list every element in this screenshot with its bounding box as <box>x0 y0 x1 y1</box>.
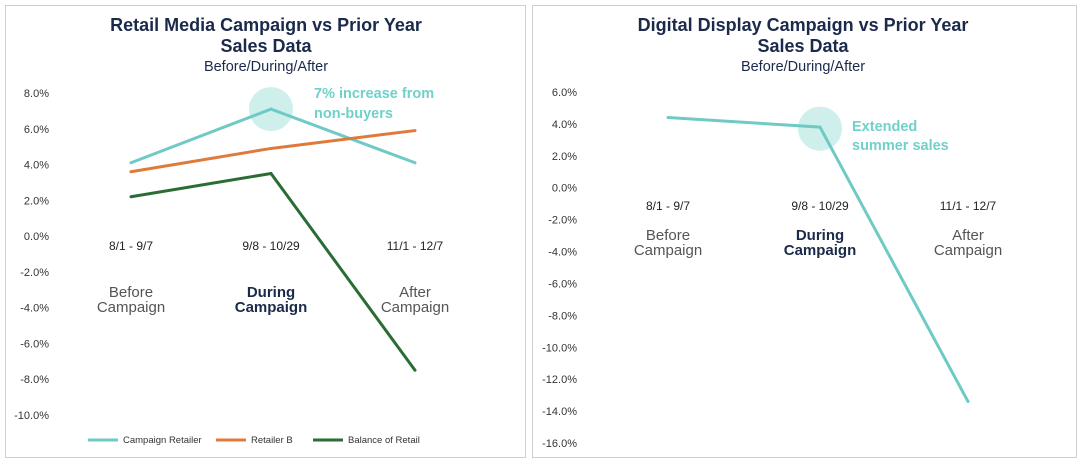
y-tick-label: -16.0% <box>542 438 577 450</box>
y-tick-label: 6.0% <box>24 124 49 136</box>
y-tick-label: 0.0% <box>24 231 49 243</box>
chart-subtitle: Before/During/After <box>741 59 865 75</box>
x-category-range: 9/8 - 10/29 <box>791 199 849 213</box>
y-tick-label: 8.0% <box>24 88 49 100</box>
data-point <box>269 146 273 150</box>
x-category-range: 9/8 - 10/29 <box>242 239 300 253</box>
chart-title-line2: Sales Data <box>757 36 849 56</box>
y-tick-label: -8.0% <box>20 374 49 386</box>
y-tick-label: 4.0% <box>24 160 49 172</box>
x-category-label-line1: Before <box>646 227 690 244</box>
x-category-label-line1: Before <box>109 284 153 301</box>
data-point <box>129 195 133 199</box>
x-category-label-line2: Campaign <box>235 299 308 316</box>
y-tick-label: 0.0% <box>552 183 577 195</box>
chart-title-line1: Retail Media Campaign vs Prior Year <box>110 15 422 35</box>
annotation-line2: summer sales <box>852 138 949 154</box>
y-tick-label: -2.0% <box>20 267 49 279</box>
legend-label: Campaign Retailer <box>123 435 202 446</box>
y-tick-label: -14.0% <box>542 406 577 418</box>
data-point <box>129 170 133 174</box>
series-line-digital-display <box>667 116 970 403</box>
x-category-label-line1: During <box>796 227 844 244</box>
data-point <box>269 172 273 175</box>
y-tick-label: 4.0% <box>552 119 577 131</box>
annotation-line1: Extended <box>852 119 917 135</box>
x-category-range: 11/1 - 12/7 <box>940 199 997 213</box>
annotation-line2: non-buyers <box>314 106 393 122</box>
data-point <box>413 129 417 133</box>
annotation-line1: 7% increase from <box>314 86 434 102</box>
y-tick-label: -4.0% <box>548 247 577 259</box>
y-tick-label: -8.0% <box>548 310 577 322</box>
data-point <box>413 161 417 165</box>
y-tick-label: 2.0% <box>552 151 577 163</box>
x-category-label-line2: Campaign <box>934 242 1002 259</box>
x-category-label-line2: Campaign <box>381 299 449 316</box>
y-tick-label: 2.0% <box>24 195 49 207</box>
data-point <box>666 116 670 120</box>
chart-panel-digital-display: Digital Display Campaign vs Prior Year S… <box>532 5 1077 458</box>
x-category-label-line2: Campaign <box>97 299 165 316</box>
x-category-label-line1: After <box>399 284 431 301</box>
x-category-range: 11/1 - 12/7 <box>387 239 444 253</box>
chart-subtitle: Before/During/After <box>204 59 328 75</box>
y-tick-label: -10.0% <box>542 342 577 354</box>
digital-display-chart: Digital Display Campaign vs Prior Year S… <box>542 15 1002 450</box>
x-category-label-line2: Campaign <box>784 242 857 259</box>
y-tick-label: -6.0% <box>20 338 49 350</box>
chart-title-line1: Digital Display Campaign vs Prior Year <box>638 15 969 35</box>
legend-label: Balance of Retail <box>348 435 420 446</box>
data-point <box>966 400 970 404</box>
y-tick-label: -10.0% <box>14 410 49 422</box>
y-tick-label: -6.0% <box>548 278 577 290</box>
data-point <box>269 107 273 111</box>
retail-media-chart: Retail Media Campaign vs Prior Year Sale… <box>14 15 449 446</box>
x-category-label-line1: During <box>247 284 295 301</box>
y-tick-label: -2.0% <box>548 215 577 227</box>
series-line-retailer-b <box>130 129 416 174</box>
x-category-range: 8/1 - 9/7 <box>109 239 153 253</box>
x-category-range: 8/1 - 9/7 <box>646 199 690 213</box>
x-category-label-line2: Campaign <box>634 242 702 259</box>
y-tick-label: -12.0% <box>542 374 577 386</box>
y-tick-label: -4.0% <box>20 303 49 315</box>
y-tick-label: 6.0% <box>552 87 577 99</box>
chart-title-line2: Sales Data <box>220 36 312 56</box>
legend-label: Retailer B <box>251 435 293 446</box>
x-category-label-line1: After <box>952 227 984 244</box>
data-point <box>413 368 417 372</box>
data-point <box>818 125 822 129</box>
series-line-balance-of-retail <box>130 171 417 372</box>
chart-panel-retail-media: Retail Media Campaign vs Prior Year Sale… <box>5 5 526 458</box>
data-point <box>129 161 133 165</box>
